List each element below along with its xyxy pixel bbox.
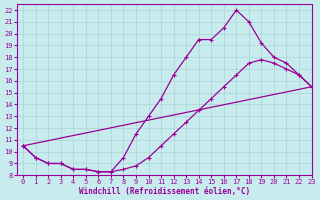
X-axis label: Windchill (Refroidissement éolien,°C): Windchill (Refroidissement éolien,°C) (79, 187, 250, 196)
